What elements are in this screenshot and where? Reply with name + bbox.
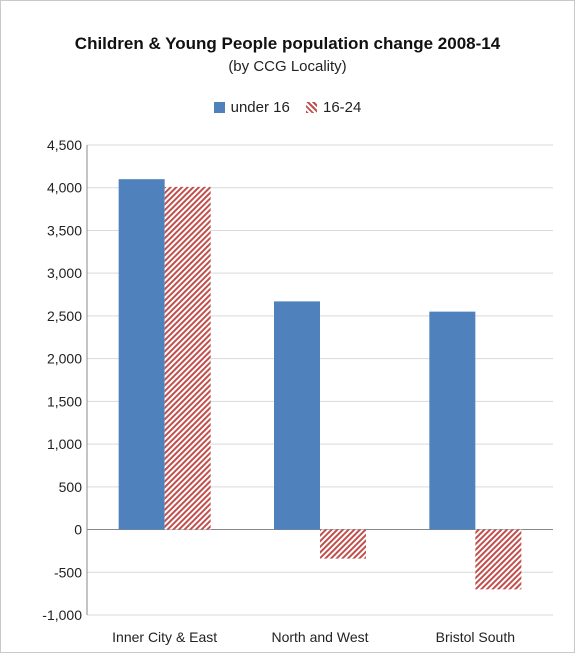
y-tick-label: 3,000 <box>47 265 82 281</box>
legend-swatch-16-24 <box>306 102 317 113</box>
y-tick-label: 4,500 <box>47 137 82 153</box>
y-tick-label: -1,000 <box>42 607 82 623</box>
bar-under-16 <box>429 311 476 530</box>
y-tick-label: 1,000 <box>47 436 82 452</box>
y-tick-label: 2,000 <box>47 351 82 367</box>
legend-item-16-24: 16-24 <box>306 99 361 116</box>
bar-under-16 <box>118 179 165 530</box>
chart-subtitle: (by CCG Locality) <box>228 58 347 75</box>
bar-16-24 <box>164 186 211 530</box>
y-tick-label: 0 <box>74 522 82 538</box>
x-tick-label: North and West <box>271 629 368 645</box>
y-tick-label: 3,500 <box>47 222 82 238</box>
bar-16-24 <box>320 529 366 559</box>
y-tick-label: 500 <box>59 479 83 495</box>
chart-legend: under 16 16-24 <box>0 99 575 117</box>
x-tick-label: Bristol South <box>436 629 515 645</box>
legend-item-under-16: under 16 <box>213 99 290 116</box>
y-tick-label: 2,500 <box>47 308 82 324</box>
chart-title: Children & Young People population chang… <box>74 34 501 53</box>
x-tick-label: Inner City & East <box>112 629 217 645</box>
legend-label-under-16: under 16 <box>230 99 290 116</box>
bar-16-24 <box>475 529 522 590</box>
legend-swatch-under-16 <box>213 102 225 113</box>
bar-under-16 <box>274 301 320 530</box>
y-tick-label: 4,000 <box>47 180 82 196</box>
y-tick-label: -500 <box>54 564 82 580</box>
y-tick-label: 1,500 <box>47 393 82 409</box>
legend-label-16-24: 16-24 <box>323 99 362 116</box>
